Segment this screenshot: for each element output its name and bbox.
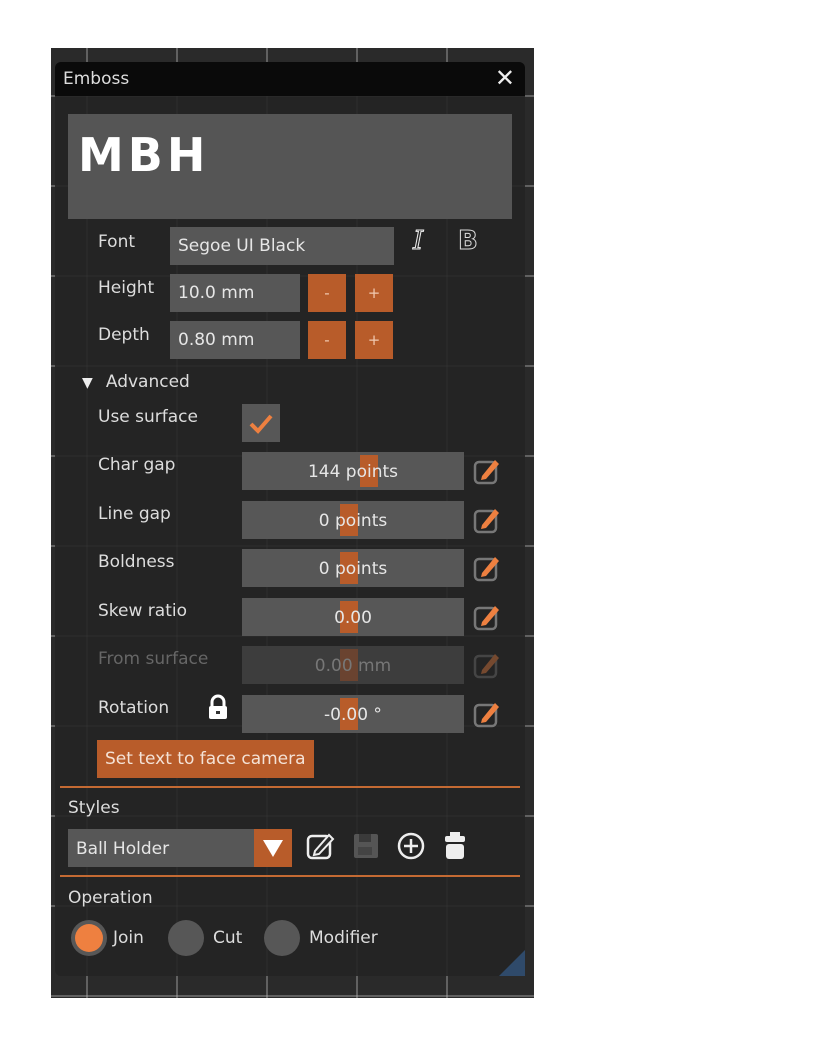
add-icon[interactable] (397, 832, 425, 864)
height-decrease-button[interactable]: - (308, 274, 346, 312)
close-icon[interactable]: ✕ (494, 64, 515, 92)
edit-value-icon[interactable] (473, 506, 501, 534)
height-label: Height (98, 278, 155, 298)
skew-ratio-value: 0.00 (334, 607, 372, 628)
preview-text: MBH (78, 128, 210, 182)
slider-handle[interactable] (340, 697, 358, 730)
bold-icon[interactable]: B (458, 226, 479, 257)
char-gap-label: Char gap (98, 455, 176, 475)
slider-handle[interactable] (360, 455, 379, 487)
styles-label: Styles (68, 798, 120, 818)
set-text-face-camera-button[interactable]: Set text to face camera (97, 740, 314, 778)
advanced-label: Advanced (105, 372, 190, 392)
radio-cut-label[interactable]: Cut (213, 928, 243, 948)
slider-handle[interactable] (340, 600, 358, 633)
line-gap-slider[interactable]: 0 points (242, 500, 464, 539)
style-select[interactable]: Ball Holder (68, 829, 292, 867)
font-select[interactable]: Segoe UI Black (170, 227, 394, 265)
boldness-slider[interactable]: 0 points (242, 549, 464, 587)
delete-icon[interactable] (443, 831, 467, 865)
edit-value-icon[interactable] (473, 457, 501, 485)
from-surface-value: 0.00 mm (314, 656, 392, 676)
boldness-value: 0 points (318, 559, 388, 579)
slider-handle[interactable] (340, 503, 358, 536)
triangle-down-icon: ▼ (82, 375, 93, 391)
height-input[interactable]: 10.0 mm (170, 274, 300, 312)
font-label: Font (98, 232, 136, 252)
rotation-label: Rotation (98, 697, 170, 718)
from-surface-label: From surface (98, 649, 209, 669)
line-gap-value: 0 points (318, 510, 388, 531)
rename-icon[interactable] (305, 831, 335, 865)
lock-icon[interactable] (206, 694, 230, 724)
radio-join[interactable] (75, 924, 103, 952)
radio-join-label[interactable]: Join (113, 928, 144, 948)
window-title: Emboss (63, 69, 130, 89)
radio-modifier-label[interactable]: Modifier (309, 928, 378, 948)
title-bar[interactable]: Emboss ✕ (55, 62, 525, 96)
edit-value-icon[interactable] (473, 603, 501, 631)
depth-increase-button[interactable]: + (355, 321, 393, 359)
dropdown-arrow-icon[interactable] (254, 829, 292, 867)
operation-label: Operation (68, 888, 153, 908)
style-select-value: Ball Holder (76, 839, 170, 859)
char-gap-slider[interactable]: 144 points (242, 452, 464, 490)
depth-input[interactable]: 0.80 mm (170, 321, 300, 359)
char-gap-value: 144 points (307, 462, 399, 482)
italic-icon[interactable]: I (412, 226, 424, 257)
save-icon[interactable] (353, 833, 379, 863)
line-gap-label: Line gap (98, 503, 171, 524)
rotation-value: -0.00 ° (324, 704, 382, 725)
slider-handle (340, 649, 358, 681)
text-input-preview[interactable]: MBH (68, 114, 512, 219)
resize-grip[interactable] (499, 950, 525, 976)
divider (60, 786, 520, 788)
use-surface-checkbox[interactable] (242, 404, 280, 442)
edit-value-icon[interactable] (473, 700, 501, 728)
advanced-toggle[interactable]: ▼ Advanced (82, 372, 190, 392)
rotation-slider[interactable]: -0.00 ° (242, 694, 464, 733)
skew-ratio-label: Skew ratio (98, 600, 187, 621)
from-surface-slider: 0.00 mm (242, 646, 464, 684)
edit-value-icon[interactable] (473, 554, 501, 582)
radio-cut[interactable] (168, 920, 204, 956)
radio-modifier[interactable] (264, 920, 300, 956)
edit-value-icon (473, 651, 501, 679)
divider (60, 875, 520, 877)
use-surface-label: Use surface (98, 407, 198, 427)
checkmark-icon (249, 414, 273, 434)
height-increase-button[interactable]: + (355, 274, 393, 312)
depth-decrease-button[interactable]: - (308, 321, 346, 359)
depth-label: Depth (98, 325, 150, 345)
skew-ratio-slider[interactable]: 0.00 (242, 597, 464, 636)
boldness-label: Boldness (98, 552, 175, 572)
slider-handle[interactable] (340, 552, 358, 584)
emboss-panel: Emboss ✕ MBH Font Segoe UI Black I B Hei… (55, 62, 525, 976)
